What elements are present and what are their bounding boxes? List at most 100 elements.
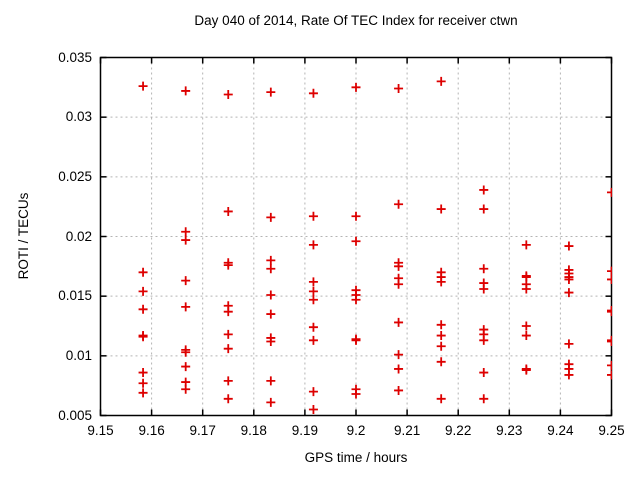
x-tick-label: 9.2 (346, 423, 366, 438)
data-point-marker (479, 264, 489, 274)
y-tick-label: 0.03 (65, 109, 92, 125)
data-point-marker (521, 331, 531, 341)
data-point-marker (138, 267, 148, 277)
x-tick-label: 9.16 (138, 423, 165, 438)
data-point-marker (308, 277, 318, 287)
x-tick-label: 9.25 (598, 423, 625, 438)
data-point-marker (138, 304, 148, 314)
data-point-marker (181, 362, 191, 372)
data-point-marker (266, 87, 276, 97)
data-point-marker (436, 320, 446, 330)
data-point-marker (266, 255, 276, 265)
data-point-marker (479, 204, 489, 214)
data-point-marker (394, 350, 404, 360)
data-point-marker (479, 394, 489, 404)
data-point-marker (607, 360, 612, 370)
data-point-marker (308, 322, 318, 332)
x-tick-label: 9.24 (547, 423, 574, 438)
data-point-marker (223, 376, 233, 386)
data-point-marker (266, 309, 276, 319)
data-point-marker (223, 394, 233, 404)
data-point-marker (266, 376, 276, 386)
y-tick-label: 0.005 (58, 407, 92, 423)
data-point-marker (266, 212, 276, 222)
data-point-marker (308, 335, 318, 345)
data-point-marker (479, 185, 489, 195)
data-point-marker (521, 284, 531, 294)
data-point-marker (138, 378, 148, 388)
data-point-marker (308, 295, 318, 305)
data-point-marker (564, 339, 574, 349)
data-point-marker (181, 227, 191, 237)
data-point-marker (308, 387, 318, 397)
data-point-marker (607, 274, 612, 284)
data-point-marker (223, 329, 233, 339)
data-point-marker (138, 81, 148, 91)
data-point-marker (308, 240, 318, 250)
data-point-marker (223, 307, 233, 317)
data-point-marker (351, 335, 361, 345)
data-point-marker (351, 236, 361, 246)
data-point-marker (607, 187, 612, 197)
data-point-marker (436, 394, 446, 404)
data-point-marker (607, 370, 612, 380)
data-point-marker (564, 241, 574, 251)
data-point-marker (394, 317, 404, 327)
data-point-marker (564, 288, 574, 298)
y-tick-label: 0.035 (58, 49, 92, 65)
y-tick-label: 0.02 (65, 228, 92, 244)
data-point-marker (266, 290, 276, 300)
data-point-marker (308, 211, 318, 221)
data-point-marker (521, 321, 531, 331)
data-point-marker (394, 199, 404, 209)
data-point-marker (394, 385, 404, 395)
data-point-marker (436, 277, 446, 287)
data-point-marker (223, 260, 233, 270)
data-point-marker (181, 302, 191, 312)
data-point-marker (181, 86, 191, 96)
data-point-marker (394, 279, 404, 289)
data-point-marker (266, 397, 276, 407)
data-point-marker (607, 266, 612, 276)
data-point-marker (436, 341, 446, 351)
data-point-marker (138, 286, 148, 296)
data-point-marker (308, 286, 318, 296)
data-point-marker (436, 357, 446, 367)
data-point-marker (436, 76, 446, 86)
y-tick-label: 0.015 (58, 288, 92, 304)
data-point-marker (138, 332, 148, 342)
data-point-marker (308, 405, 318, 415)
data-point-marker (394, 364, 404, 374)
data-point-marker (351, 389, 361, 399)
data-point-marker (479, 368, 489, 378)
x-tick-label: 9.21 (393, 423, 421, 438)
data-point-marker (394, 84, 404, 94)
data-point-marker (607, 337, 612, 347)
x-tick-label: 9.19 (291, 423, 319, 438)
data-point-marker (308, 88, 318, 98)
y-tick-label: 0.01 (65, 347, 92, 363)
data-point-marker (181, 384, 191, 394)
data-points (138, 76, 612, 415)
data-point-marker (564, 370, 574, 380)
data-point-marker (181, 347, 191, 357)
data-point-marker (521, 240, 531, 250)
x-tick-label: 9.22 (445, 423, 472, 438)
data-point-marker (223, 344, 233, 354)
data-point-marker (266, 337, 276, 347)
data-point-marker (266, 264, 276, 274)
data-point-marker (138, 368, 148, 378)
data-point-marker (223, 89, 233, 99)
x-tick-label: 9.23 (496, 423, 523, 438)
data-point-marker (479, 284, 489, 294)
data-point-marker (436, 204, 446, 214)
data-point-marker (181, 235, 191, 245)
data-point-marker (351, 295, 361, 305)
data-point-marker (181, 276, 191, 286)
x-tick-label: 9.17 (189, 423, 216, 438)
y-tick-label: 0.025 (58, 168, 92, 184)
x-axis-label: GPS time / hours (304, 450, 408, 465)
x-tick-label: 9.15 (87, 423, 114, 438)
